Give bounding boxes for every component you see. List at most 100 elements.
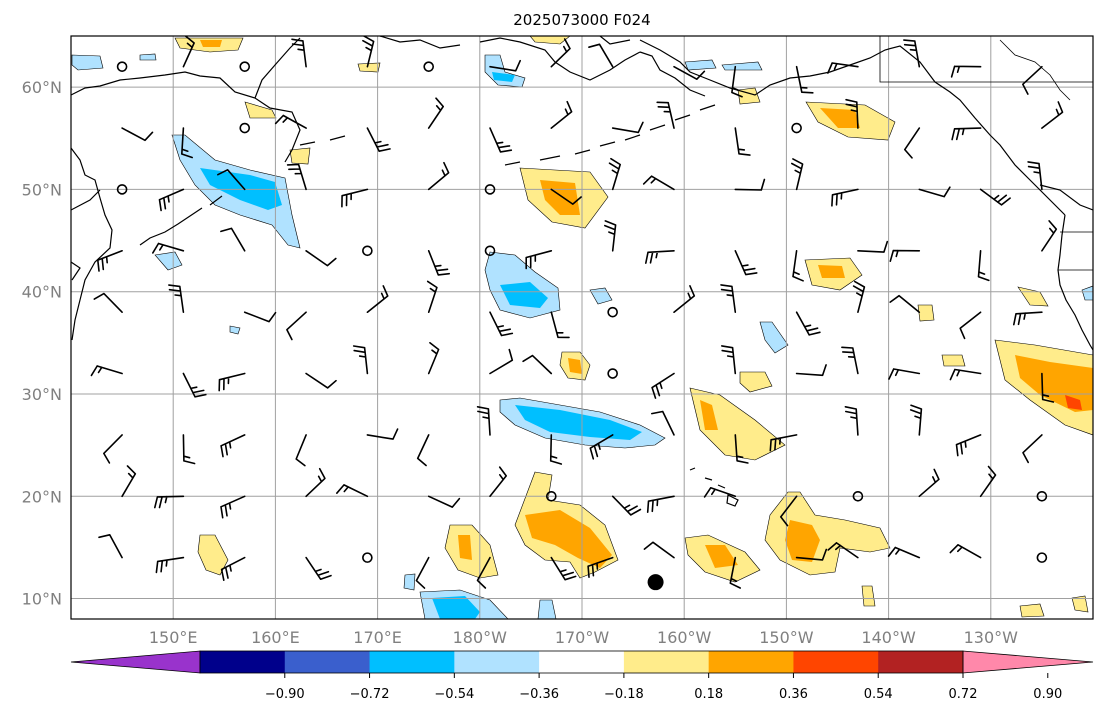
wind-barb bbox=[977, 250, 990, 282]
wind-barb bbox=[341, 188, 369, 208]
lon-label: 160°E bbox=[251, 628, 300, 647]
shade-core bbox=[1015, 355, 1093, 412]
lon-label: 160°W bbox=[657, 628, 712, 647]
shade-core bbox=[432, 596, 480, 619]
wind-barb bbox=[979, 465, 997, 498]
lon-label: 150°E bbox=[149, 628, 198, 647]
wind-barb bbox=[489, 466, 507, 498]
wind-barb bbox=[651, 372, 675, 399]
shade-core bbox=[705, 545, 738, 568]
shade-outline bbox=[289, 147, 311, 165]
latitude-labels: 60°N 50°N 40°N 30°N 20°N 10°N bbox=[22, 78, 62, 608]
alaska-coastline bbox=[639, 39, 1066, 216]
colorbar-tick-label: 0.54 bbox=[864, 687, 893, 702]
shade-outline bbox=[941, 354, 966, 367]
wind-barb bbox=[949, 544, 982, 559]
colorbar-segment bbox=[878, 651, 964, 673]
colorbar-frame bbox=[199, 650, 964, 674]
wind-barb bbox=[550, 100, 573, 129]
aleutian-islands bbox=[504, 104, 716, 166]
wind-barb bbox=[93, 292, 123, 313]
wind-barb bbox=[305, 250, 337, 267]
calm-wind-symbol bbox=[546, 490, 557, 502]
graticule bbox=[71, 36, 1093, 619]
shade-outline bbox=[739, 371, 773, 393]
wind-barb bbox=[295, 434, 307, 467]
calm-wind-symbol bbox=[484, 184, 496, 195]
wind-barb bbox=[734, 434, 749, 464]
wind-barb bbox=[489, 59, 521, 72]
shade-core bbox=[458, 535, 472, 560]
shade-outline bbox=[1081, 285, 1093, 301]
map-frame bbox=[70, 35, 1094, 620]
wind-barb bbox=[611, 121, 644, 134]
wind-barb bbox=[673, 65, 706, 80]
shade-core bbox=[500, 282, 548, 308]
wind-barb bbox=[909, 404, 923, 436]
longitude-labels: 150°E 160°E 170°E 180°W 170°W 160°W 150°W 140°W… bbox=[149, 628, 1018, 647]
wind-barb bbox=[550, 556, 577, 581]
wind-barb bbox=[352, 345, 369, 375]
wind-barb bbox=[949, 368, 982, 381]
wind-barb bbox=[795, 311, 821, 336]
wind-barb bbox=[550, 311, 570, 339]
wind-barb bbox=[476, 556, 491, 589]
shade-core bbox=[1065, 395, 1082, 410]
colorbar-tick-label: 0.72 bbox=[949, 687, 978, 702]
lon-label: 140°W bbox=[861, 628, 916, 647]
lat-label: 10°N bbox=[22, 590, 62, 609]
wind-barb bbox=[220, 434, 246, 458]
wind-barb bbox=[831, 188, 859, 207]
wind-barb bbox=[955, 434, 982, 457]
wind-barb bbox=[904, 127, 921, 159]
wind-barb bbox=[979, 188, 1011, 206]
wind-barb bbox=[427, 342, 440, 375]
lat-label: 60°N bbox=[22, 78, 62, 97]
shade-outline bbox=[244, 101, 277, 119]
wind-barb bbox=[844, 406, 859, 436]
colorbar-tick-label: 0.36 bbox=[779, 687, 808, 702]
shade-outline bbox=[529, 36, 571, 45]
shade-core bbox=[568, 358, 582, 374]
wind-barb bbox=[1022, 434, 1043, 464]
wind-barb bbox=[550, 188, 582, 205]
shade-core bbox=[525, 510, 612, 568]
wind-barb bbox=[827, 62, 859, 74]
wind-barb bbox=[827, 542, 859, 559]
wind-barb bbox=[673, 285, 696, 313]
wind-barb bbox=[643, 541, 675, 559]
wind-barb bbox=[656, 101, 675, 129]
wind-barb bbox=[415, 556, 430, 589]
colorbar-tick-label: −0.72 bbox=[350, 687, 390, 702]
wind-barb bbox=[366, 285, 389, 313]
wind-barb bbox=[611, 495, 642, 516]
colorbar-tick-label: −0.18 bbox=[604, 687, 644, 702]
lon-label: 170°W bbox=[555, 628, 610, 647]
wind-barb bbox=[645, 250, 675, 264]
wind-barb bbox=[734, 127, 751, 156]
shade-outline bbox=[403, 573, 416, 591]
wind-barb bbox=[489, 127, 513, 153]
wind-barb bbox=[525, 250, 553, 270]
wind-barb bbox=[1041, 372, 1055, 403]
shade-core bbox=[785, 520, 820, 562]
wind-barb bbox=[549, 434, 563, 465]
wind-barb bbox=[220, 495, 246, 519]
wind-barb bbox=[1022, 65, 1043, 95]
wind-barb bbox=[274, 114, 307, 129]
colorbar-segment bbox=[369, 651, 455, 673]
wind-barb bbox=[155, 556, 185, 574]
wind-barb bbox=[427, 495, 461, 508]
calm-wind-symbol bbox=[362, 552, 373, 563]
wind-barb bbox=[90, 365, 123, 377]
wind-barb bbox=[218, 372, 246, 392]
colorbar-segment bbox=[200, 651, 286, 673]
wind-barb bbox=[182, 434, 196, 465]
japan-kuril-islands bbox=[139, 135, 346, 246]
lon-label: 180°W bbox=[453, 628, 508, 647]
shade-outline bbox=[154, 251, 183, 271]
wind-barb bbox=[887, 546, 921, 559]
wind-barb bbox=[734, 250, 758, 276]
shade-outline bbox=[759, 321, 789, 354]
wind-barb bbox=[489, 348, 514, 375]
